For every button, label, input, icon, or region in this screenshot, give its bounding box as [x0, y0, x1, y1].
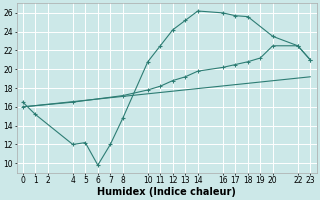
X-axis label: Humidex (Indice chaleur): Humidex (Indice chaleur)	[97, 187, 236, 197]
